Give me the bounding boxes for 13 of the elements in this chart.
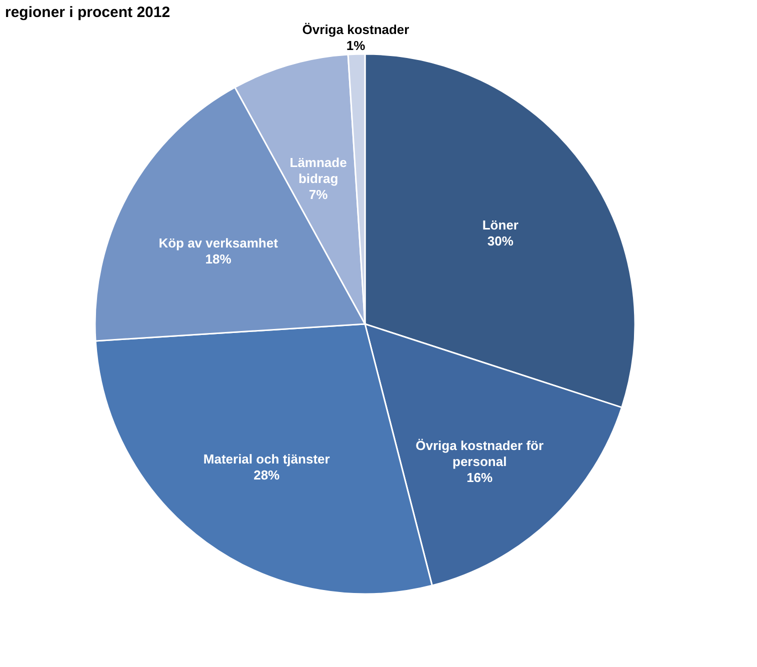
data-label: 18%	[205, 251, 232, 266]
data-label: 28%	[254, 467, 280, 482]
data-label: 30%	[487, 234, 514, 249]
slice-label: Övriga kostnader	[302, 22, 410, 38]
data-label: 7%	[308, 187, 328, 202]
slice-label: Köp av verksamhet	[158, 235, 279, 250]
data-label: 16%	[466, 470, 494, 486]
slice-label: Löner	[482, 218, 518, 233]
data-label: 1%	[346, 38, 366, 54]
slice-label: Övriga kostnader för personal	[416, 438, 544, 470]
slice-label: Lämnade bidrag	[290, 155, 347, 186]
slice-label: Material och tjänster	[203, 451, 330, 466]
chart-title: regioner i procent 2012	[5, 4, 170, 21]
